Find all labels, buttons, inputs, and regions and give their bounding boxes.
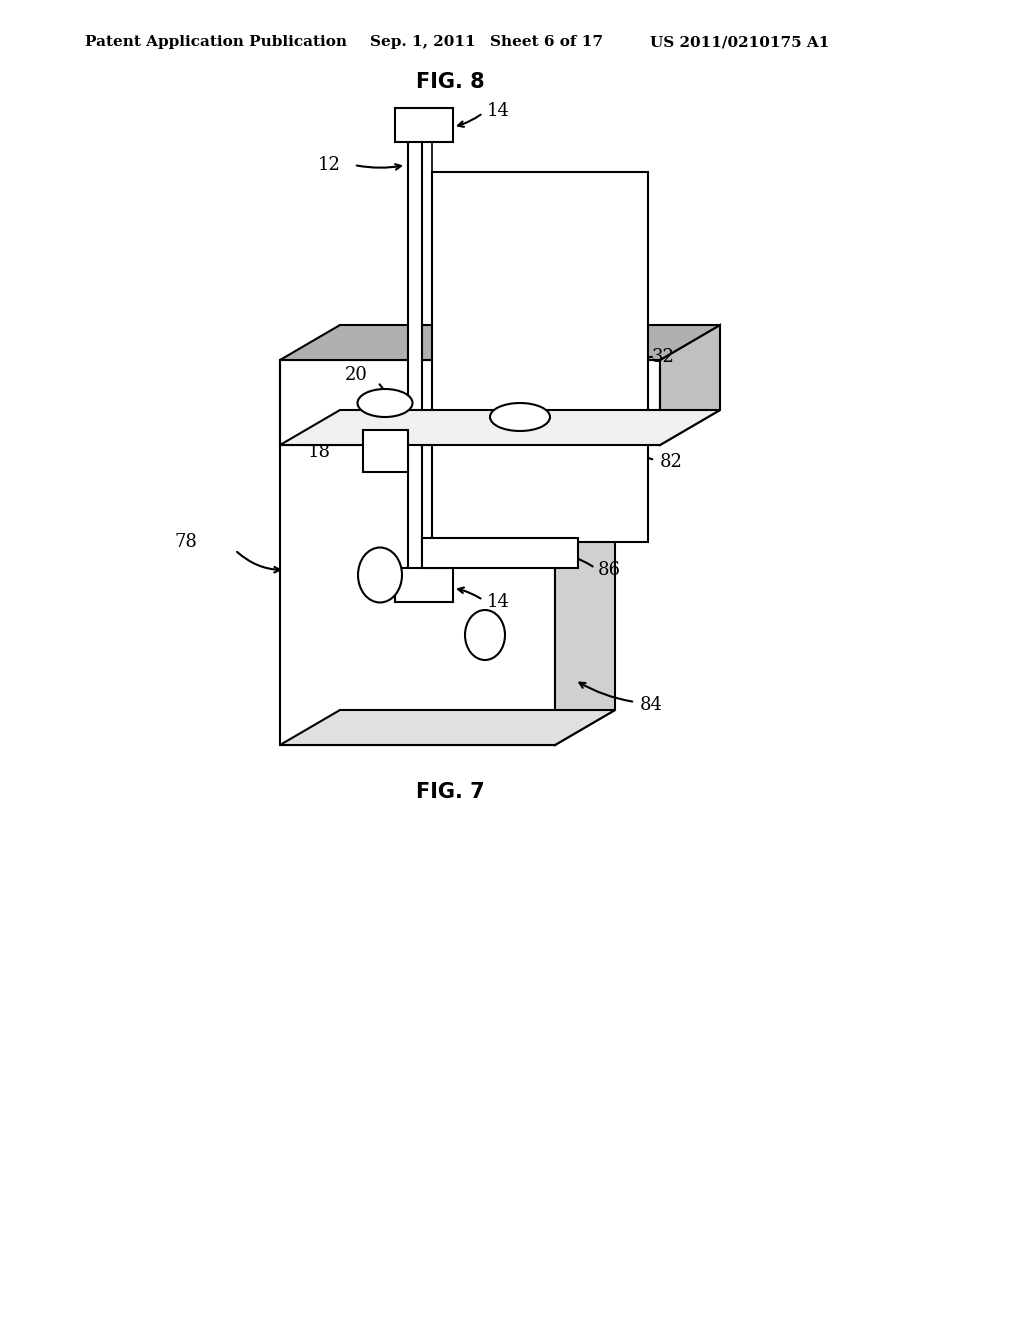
Text: 82: 82 — [660, 453, 683, 471]
Polygon shape — [280, 710, 615, 744]
Text: FIG. 8: FIG. 8 — [416, 73, 484, 92]
Polygon shape — [280, 360, 660, 445]
Text: Patent Application Publication: Patent Application Publication — [85, 36, 347, 49]
Ellipse shape — [357, 389, 413, 417]
Polygon shape — [422, 539, 578, 568]
Text: 14: 14 — [487, 593, 510, 611]
Text: 18: 18 — [308, 444, 331, 461]
Polygon shape — [362, 430, 408, 473]
Polygon shape — [555, 411, 615, 744]
Text: 86: 86 — [598, 561, 621, 579]
Text: Sheet 6 of 17: Sheet 6 of 17 — [490, 36, 603, 49]
Polygon shape — [395, 568, 453, 602]
Text: 14: 14 — [487, 102, 510, 120]
Ellipse shape — [358, 548, 402, 602]
Polygon shape — [280, 411, 720, 445]
Polygon shape — [432, 172, 648, 543]
Text: 78: 78 — [175, 533, 198, 550]
Text: 12: 12 — [318, 156, 341, 174]
Polygon shape — [408, 125, 422, 590]
Text: 20: 20 — [345, 366, 368, 384]
Polygon shape — [395, 108, 453, 143]
Ellipse shape — [490, 403, 550, 432]
Ellipse shape — [465, 610, 505, 660]
Text: 84: 84 — [640, 696, 663, 714]
Polygon shape — [280, 325, 720, 360]
Polygon shape — [660, 325, 720, 445]
Polygon shape — [280, 445, 555, 744]
Text: 32: 32 — [652, 348, 675, 366]
Text: US 2011/0210175 A1: US 2011/0210175 A1 — [650, 36, 829, 49]
Text: Sep. 1, 2011: Sep. 1, 2011 — [370, 36, 475, 49]
Text: FIG. 7: FIG. 7 — [416, 781, 484, 803]
